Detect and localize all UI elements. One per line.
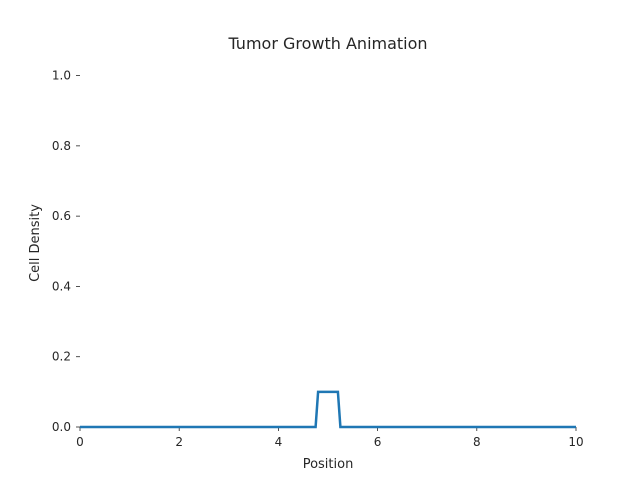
x-axis-label: Position bbox=[303, 457, 354, 472]
x-axis-ticks: 0 2 4 6 8 10 bbox=[76, 427, 584, 449]
y-tick-label: 0.6 bbox=[52, 209, 71, 223]
chart-title: Tumor Growth Animation bbox=[227, 34, 427, 53]
y-tick-label: 0.2 bbox=[52, 350, 71, 364]
x-tick-label: 4 bbox=[275, 435, 283, 449]
x-tick-label: 2 bbox=[175, 435, 183, 449]
x-tick-label: 0 bbox=[76, 435, 84, 449]
y-tick-label: 0.0 bbox=[52, 420, 71, 434]
y-axis-ticks: 0.0 0.2 0.4 0.6 0.8 1.0 bbox=[52, 69, 80, 434]
y-tick-label: 0.8 bbox=[52, 139, 71, 153]
y-tick-label: 0.4 bbox=[52, 279, 71, 293]
x-tick-label: 10 bbox=[568, 435, 583, 449]
plot-area bbox=[80, 390, 576, 429]
series-line bbox=[80, 390, 576, 429]
y-tick-label: 1.0 bbox=[52, 69, 71, 83]
y-axis-label: Cell Density bbox=[28, 204, 43, 282]
x-tick-label: 8 bbox=[473, 435, 481, 449]
x-tick-label: 6 bbox=[374, 435, 382, 449]
